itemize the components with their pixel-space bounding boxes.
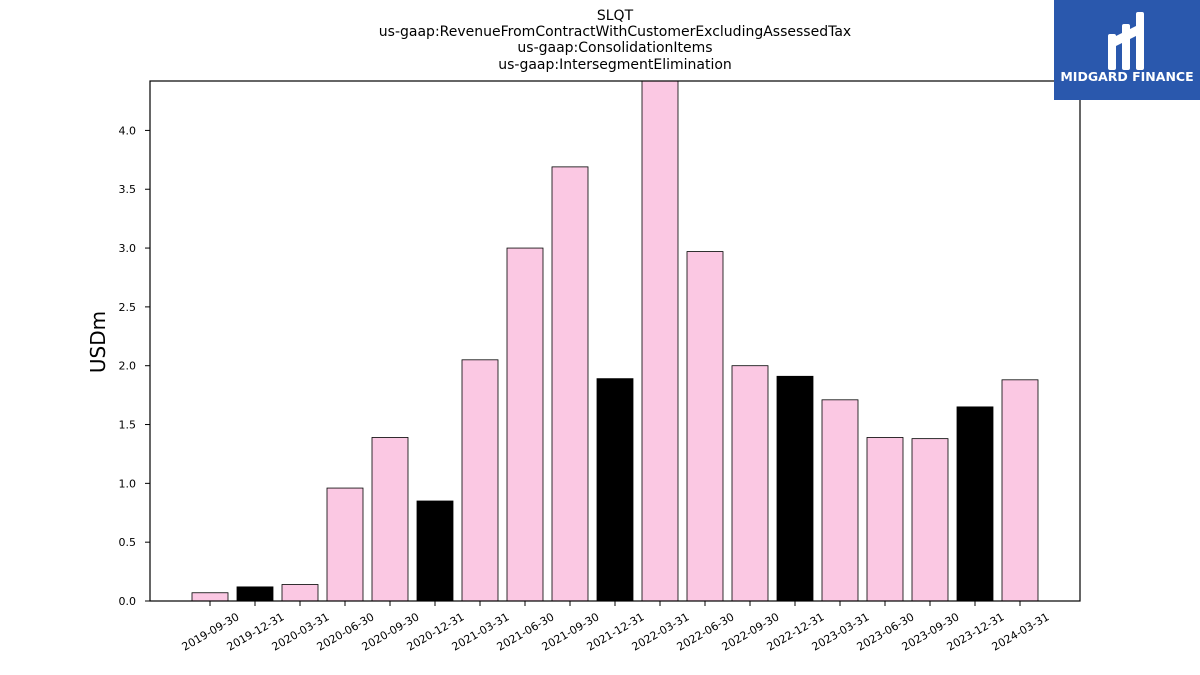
- bar-2022-12-31: [776, 375, 814, 602]
- y-axis: 0.0 0.5 1.0 1.5 2.0 2.5 3.0 3.5 4.0: [119, 124, 150, 608]
- y-tick-label: 0.5: [119, 536, 137, 549]
- midgard-finance-logo: MIDGARD FINANCE: [1054, 0, 1200, 100]
- title-line-1: SLQT: [597, 8, 634, 24]
- bar-2023-03-31: [821, 399, 859, 602]
- y-tick-label: 1.0: [119, 477, 137, 490]
- bar-2021-03-31: [461, 359, 499, 602]
- y-axis-label: USDm: [86, 311, 110, 373]
- bar-series: [191, 80, 1039, 602]
- bar-2022-03-31: [641, 80, 679, 602]
- bar-2022-06-30: [686, 251, 724, 602]
- title-line-3: us-gaap:ConsolidationItems: [517, 40, 712, 56]
- y-tick-label: 0.0: [119, 595, 137, 608]
- plot-frame: [149, 80, 1081, 602]
- logo-text: MIDGARD FINANCE: [1060, 69, 1193, 84]
- title-line-2: us-gaap:RevenueFromContractWithCustomerE…: [379, 24, 851, 40]
- y-tick-label: 4.0: [119, 124, 137, 137]
- bar-2021-12-31: [596, 378, 634, 602]
- title-line-4: us-gaap:IntersegmentElimination: [498, 57, 732, 73]
- logo-mark-icon: [1108, 12, 1144, 70]
- bar-2023-06-30: [866, 437, 904, 602]
- bar-2024-03-31: [1001, 379, 1039, 602]
- bar-2022-09-30: [731, 365, 769, 602]
- y-tick-label: 3.5: [119, 183, 137, 196]
- bar-2023-12-31: [956, 406, 994, 602]
- bar-2020-03-31: [281, 584, 319, 602]
- y-tick-label: 3.0: [119, 242, 137, 255]
- x-axis: 2019-09-302019-12-312020-03-312020-06-30…: [180, 601, 1052, 654]
- y-tick-label: 1.5: [119, 419, 137, 432]
- bar-2020-12-31: [416, 500, 454, 602]
- bar-2021-09-30: [551, 166, 589, 602]
- bar-2021-06-30: [506, 247, 544, 602]
- bar-2020-09-30: [371, 437, 409, 602]
- bar-2020-06-30: [326, 487, 364, 602]
- y-tick-label: 2.5: [119, 301, 137, 314]
- bar-2023-09-30: [911, 438, 949, 602]
- bar-2019-12-31: [236, 586, 274, 602]
- y-tick-label: 2.0: [119, 360, 137, 373]
- bar-2019-09-30: [191, 592, 229, 602]
- chart-title: SLQT us-gaap:RevenueFromContractWithCust…: [379, 8, 851, 73]
